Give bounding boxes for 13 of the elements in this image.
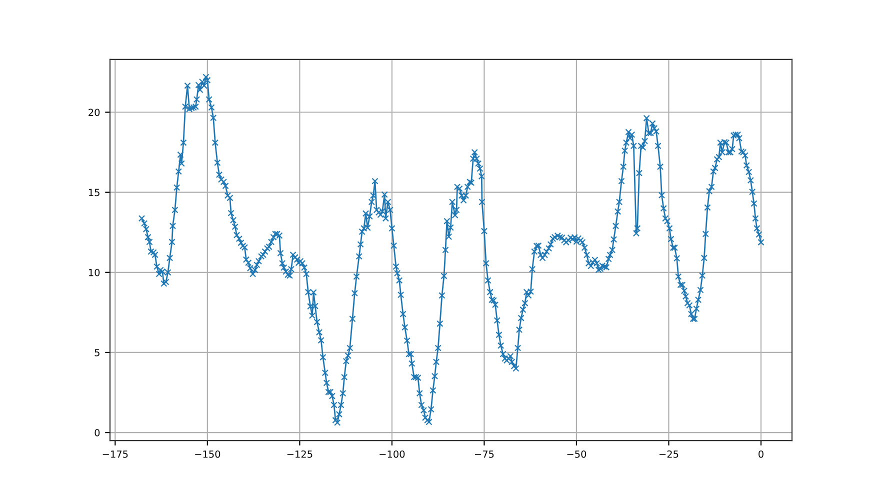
x-tick-label: −100 <box>380 450 405 458</box>
y-tick-label: 15 <box>88 188 100 196</box>
x-tick-label: 0 <box>758 450 764 458</box>
x-tick-label: −175 <box>102 450 128 458</box>
x-tick-label: −25 <box>660 450 678 458</box>
y-tick-label: 5 <box>94 349 100 356</box>
x-tick-label: −50 <box>567 450 586 458</box>
x-tick-label: −150 <box>195 450 220 458</box>
x-tick-label: −75 <box>474 450 494 458</box>
y-tick-label: 20 <box>88 108 100 116</box>
y-tick-label: 10 <box>88 268 100 276</box>
y-tick-label: 0 <box>94 429 100 436</box>
x-tick-label: −125 <box>287 450 312 458</box>
